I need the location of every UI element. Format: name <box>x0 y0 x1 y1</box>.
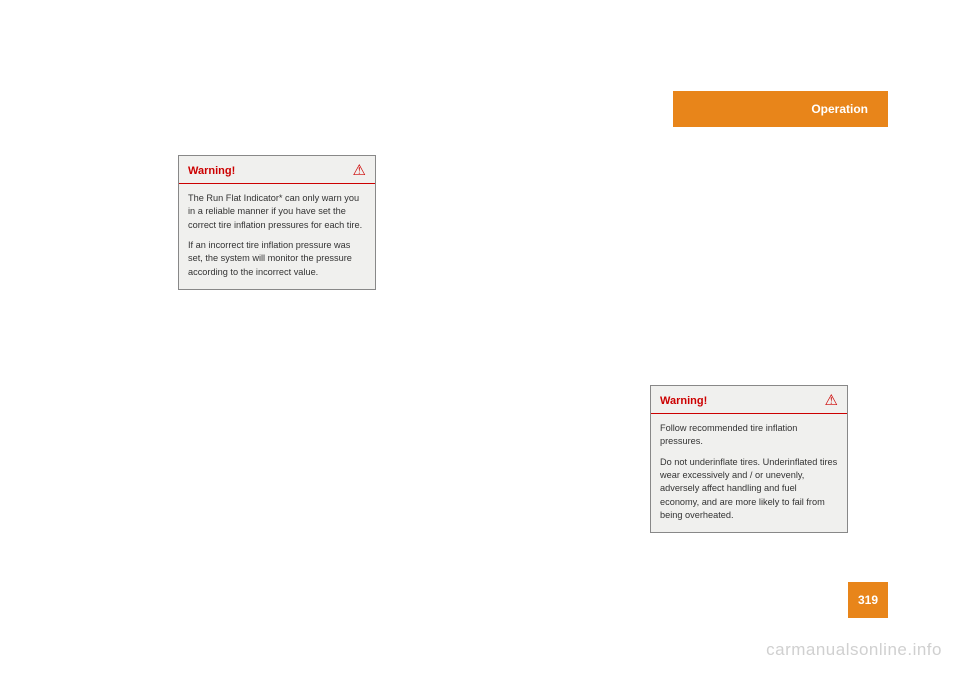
warning-triangle-icon: ⚠ <box>353 163 366 178</box>
warning-paragraph: If an incorrect tire inflation pressure … <box>188 239 366 279</box>
warning-paragraph: Do not underinflate tires. Underinflated… <box>660 456 838 523</box>
warning-triangle-icon: ⚠ <box>825 393 838 408</box>
page-number: 319 <box>858 593 878 607</box>
page-container: Operation Warning! ⚠ The Run Flat Indica… <box>0 0 960 678</box>
section-tab: Operation <box>673 91 888 127</box>
warning-header: Warning! ⚠ <box>651 386 847 414</box>
section-tab-label: Operation <box>811 102 868 116</box>
warning-box-bottom: Warning! ⚠ Follow recommended tire infla… <box>650 385 848 533</box>
warning-title: Warning! <box>188 165 235 177</box>
warning-paragraph: The Run Flat Indicator* can only warn yo… <box>188 192 366 232</box>
warning-title: Warning! <box>660 395 707 407</box>
warning-paragraph: Follow recommended tire inflation pressu… <box>660 422 838 449</box>
page-number-tab: 319 <box>848 582 888 618</box>
warning-body: Follow recommended tire inflation pressu… <box>651 414 847 532</box>
warning-header: Warning! ⚠ <box>179 156 375 184</box>
watermark-text: carmanualsonline.info <box>766 640 942 660</box>
warning-box-top: Warning! ⚠ The Run Flat Indicator* can o… <box>178 155 376 290</box>
warning-body: The Run Flat Indicator* can only warn yo… <box>179 184 375 289</box>
